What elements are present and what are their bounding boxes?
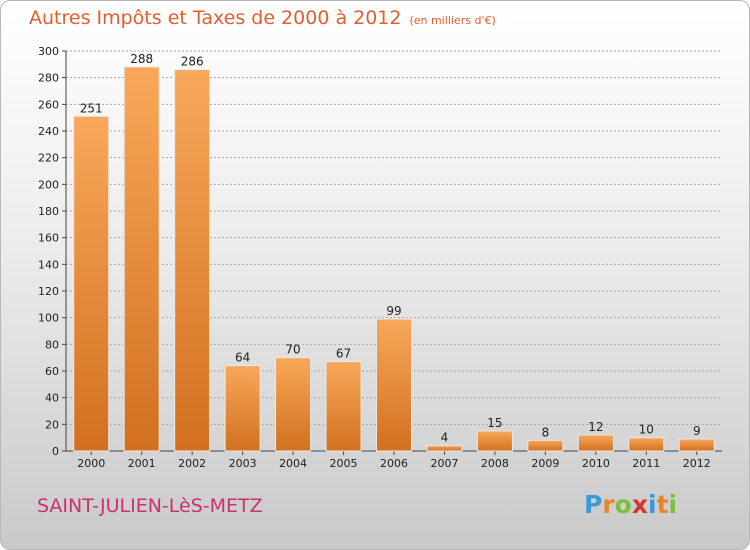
bar-2007 — [426, 445, 463, 452]
bar-value-label: 12 — [588, 420, 603, 434]
x-tick-label: 2012 — [683, 457, 711, 470]
bar-value-label: 64 — [235, 351, 250, 365]
x-tick-label: 2001 — [128, 457, 156, 470]
y-tick-label: 60 — [45, 365, 59, 378]
chart-title: Autres Impôts et Taxes de 2000 à 2012 (en… — [29, 7, 496, 29]
logo-letter: x — [631, 490, 648, 519]
bar-2005 — [325, 361, 362, 452]
bar-value-label: 70 — [285, 343, 300, 357]
bar-2003 — [224, 365, 261, 452]
y-tick-label: 0 — [52, 445, 59, 458]
y-tick-label: 280 — [38, 72, 59, 85]
logo-letter: r — [602, 490, 615, 519]
logo-letter: i — [668, 490, 678, 519]
bar-value-label: 288 — [130, 52, 153, 66]
bar-2011 — [628, 437, 665, 452]
chart-title-text: Autres Impôts et Taxes de 2000 à 2012 — [29, 7, 402, 29]
bar-value-label: 10 — [639, 423, 654, 437]
bar-2000 — [73, 115, 110, 452]
x-tick-label: 2003 — [229, 457, 257, 470]
city-name: SAINT-JULIEN-LèS-METZ — [37, 495, 263, 517]
y-tick-label: 260 — [38, 98, 59, 111]
y-tick-label: 120 — [38, 285, 59, 298]
bar-2012 — [678, 438, 715, 452]
y-tick-label: 140 — [38, 258, 59, 271]
bar-2008 — [476, 430, 513, 452]
chart-unit: (en milliers d'€) — [409, 14, 496, 27]
x-tick-label: 2008 — [481, 457, 509, 470]
logo-letter: t — [656, 490, 669, 519]
x-tick-label: 2007 — [430, 457, 458, 470]
x-tick-label: 2011 — [632, 457, 660, 470]
y-tick-label: 40 — [45, 392, 59, 405]
y-tick-label: 160 — [38, 232, 59, 245]
y-tick-label: 20 — [45, 418, 59, 431]
bar-2009 — [527, 439, 564, 452]
bar-value-label: 8 — [542, 425, 550, 439]
x-tick-label: 2009 — [531, 457, 559, 470]
bar-2010 — [577, 434, 614, 452]
bar-value-label: 9 — [693, 424, 701, 438]
y-tick-label: 80 — [45, 338, 59, 351]
y-tick-label: 180 — [38, 205, 59, 218]
y-tick-label: 200 — [38, 178, 59, 191]
logo-letter: o — [614, 490, 632, 519]
y-tick-label: 240 — [38, 125, 59, 138]
y-tick-label: 220 — [38, 152, 59, 165]
logo-letter: P — [584, 490, 603, 519]
bar-value-label: 4 — [441, 431, 449, 445]
x-tick-label: 2002 — [178, 457, 206, 470]
logo-letter: i — [648, 490, 657, 519]
bar-value-label: 15 — [487, 416, 502, 430]
bars: 251 288 286 64 70 67 99 4 15 8 12 10 9 — [73, 52, 715, 452]
x-tick-label: 2006 — [380, 457, 408, 470]
x-tick-label: 2004 — [279, 457, 307, 470]
x-tick-label: 2010 — [582, 457, 610, 470]
proxiti-logo: Proxiti — [584, 490, 677, 519]
bar-value-label: 251 — [80, 101, 103, 115]
x-tick-label: 2000 — [77, 457, 105, 470]
bar-2006 — [376, 318, 412, 452]
x-tick-label: 2005 — [330, 457, 358, 470]
bar-2002 — [174, 69, 211, 452]
bar-2004 — [275, 357, 312, 452]
y-tick-label: 100 — [38, 312, 59, 325]
bar-2001 — [123, 66, 160, 452]
bar-value-label: 99 — [386, 304, 401, 318]
bar-value-label: 67 — [336, 347, 351, 361]
bar-value-label: 286 — [181, 55, 204, 69]
y-tick-label: 300 — [38, 45, 59, 58]
